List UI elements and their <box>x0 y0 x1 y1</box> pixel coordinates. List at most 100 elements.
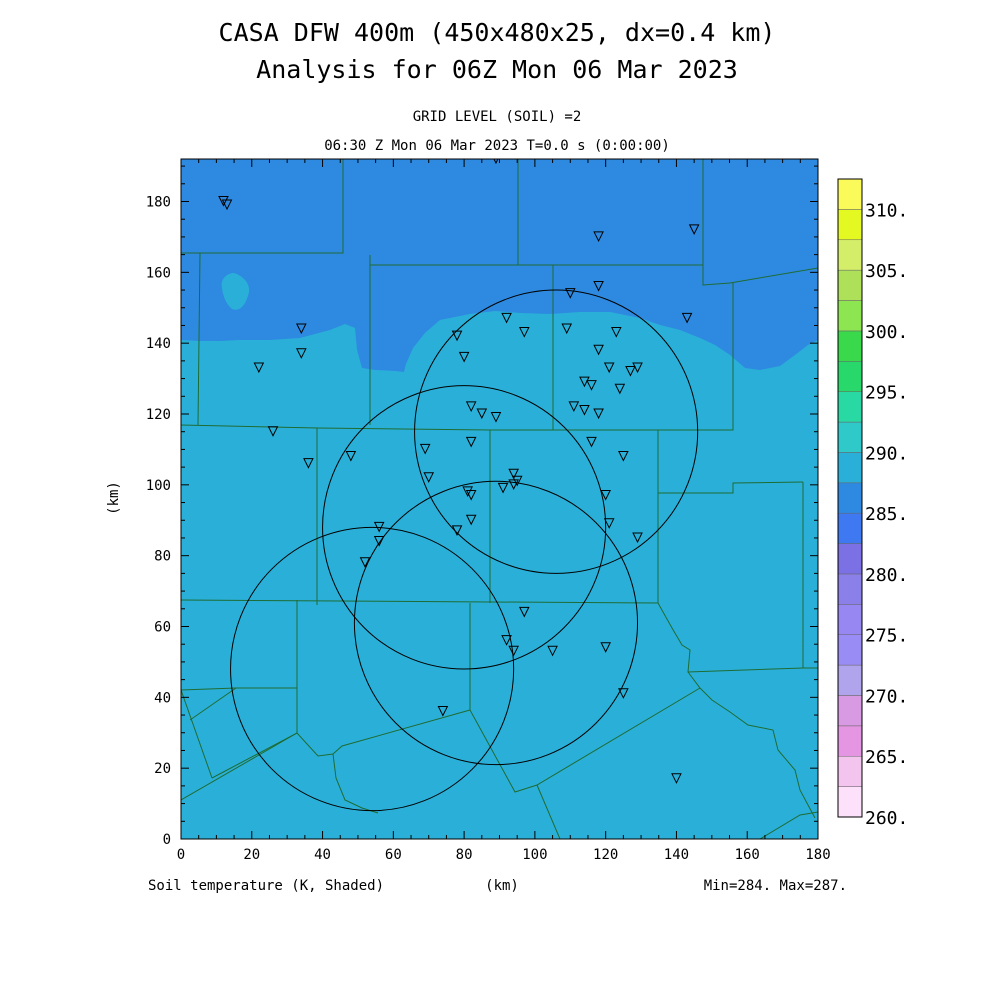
station-marker <box>603 362 615 374</box>
station-marker <box>501 635 512 646</box>
x-tick-label: 100 <box>522 847 547 863</box>
colorbar-label: 295. <box>865 383 908 404</box>
y-tick-label: 40 <box>154 690 171 706</box>
station-marker <box>345 451 357 462</box>
radar-circle-3 <box>353 480 639 766</box>
radar-coverage <box>230 289 699 812</box>
colorbar-swatch <box>837 543 863 575</box>
station-marker <box>618 688 629 699</box>
y-tick-label: 180 <box>146 195 171 211</box>
station-marker <box>681 312 693 324</box>
colorbar-swatch <box>837 269 863 301</box>
y-axis-label: (km) <box>106 481 122 515</box>
colorbar-swatch <box>837 512 863 544</box>
colorbar-swatch <box>837 452 863 484</box>
shading-pocket <box>221 273 250 310</box>
colorbar-swatch <box>837 330 863 362</box>
y-tick-label: 140 <box>146 336 171 352</box>
colorbar-swatch <box>837 725 863 757</box>
station-marker <box>508 645 519 657</box>
station-marker <box>458 351 470 363</box>
subtitle-time: 06:30 Z Mon 06 Mar 2023 T=0.0 s (0:00:00… <box>324 138 670 154</box>
station-marker <box>359 557 371 568</box>
colorbar-swatch <box>837 664 863 696</box>
colorbar-swatch <box>837 361 863 392</box>
station-marker <box>593 344 604 356</box>
colorbar-swatch <box>837 421 863 453</box>
station-marker <box>267 426 279 437</box>
station-marker <box>497 482 509 494</box>
station-marker <box>511 475 523 487</box>
y-tick-label: 160 <box>146 265 171 281</box>
x-tick-label: 120 <box>593 847 618 863</box>
station-marker <box>296 348 307 359</box>
colorbar-swatch <box>837 695 863 727</box>
station-markers <box>218 159 700 784</box>
station-marker <box>419 443 431 455</box>
y-axis: 0 20 40 60 80 100 120 140 160 180 <box>146 165 818 848</box>
colorbar-label: 275. <box>865 626 908 647</box>
station-marker <box>568 401 580 413</box>
station-marker <box>253 362 265 374</box>
station-marker <box>465 489 477 501</box>
station-marker <box>586 380 597 391</box>
x-tick-label: 180 <box>805 847 830 863</box>
colorbar-swatch <box>837 604 863 635</box>
x-tick-label: 40 <box>314 847 331 863</box>
colorbar-swatch <box>837 391 863 423</box>
station-marker <box>618 451 629 462</box>
station-marker <box>218 196 229 207</box>
colorbar-label: 300. <box>865 322 908 343</box>
footer-min-max: Min=284. Max=287. <box>704 878 847 894</box>
station-marker <box>600 642 611 653</box>
x-axis-label: (km) <box>485 878 519 894</box>
y-tick-label: 80 <box>154 549 171 565</box>
x-tick-label: 0 <box>177 847 185 863</box>
colorbar-swatch <box>837 300 863 332</box>
x-tick-label: 140 <box>664 847 689 863</box>
colorbar-swatch <box>837 573 863 605</box>
colorbar-label: 265. <box>865 747 908 768</box>
colorbar-label: 310. <box>865 200 908 221</box>
footer-variable: Soil temperature (K, Shaded) <box>148 878 384 894</box>
station-marker <box>437 706 449 717</box>
colorbar-swatch <box>837 786 863 818</box>
station-marker <box>518 327 530 338</box>
station-marker <box>451 330 463 342</box>
y-tick-label: 100 <box>146 478 171 494</box>
station-marker <box>603 518 615 529</box>
station-marker <box>518 606 530 618</box>
radar-circle-4 <box>230 526 515 812</box>
station-marker <box>476 408 488 420</box>
station-marker <box>625 366 636 377</box>
subtitle-grid-level: GRID LEVEL (SOIL) =2 <box>413 109 582 125</box>
y-tick-label: 0 <box>163 832 171 848</box>
colorbar-swatch <box>837 634 863 666</box>
colorbar-frame <box>837 178 863 818</box>
station-marker <box>610 327 622 338</box>
station-marker <box>632 362 643 374</box>
station-marker <box>303 458 314 469</box>
x-tick-label: 60 <box>385 847 402 863</box>
station-marker <box>593 281 604 292</box>
plot-area <box>181 159 818 839</box>
station-marker <box>593 231 604 243</box>
station-marker <box>586 436 597 448</box>
title-line-1: CASA DFW 400m (450x480x25, dx=0.4 km) <box>219 18 776 47</box>
radar-circle-1 <box>414 289 699 574</box>
station-marker <box>579 376 590 388</box>
station-marker <box>671 773 682 784</box>
radar-circle-2 <box>322 385 607 670</box>
station-marker <box>373 536 385 547</box>
station-marker <box>490 412 502 423</box>
station-marker <box>423 472 435 483</box>
colorbar-swatch <box>837 178 863 210</box>
colorbar-swatch <box>837 209 863 241</box>
station-marker <box>600 489 611 501</box>
station-marker <box>688 224 700 235</box>
x-tick-label: 80 <box>456 847 473 863</box>
colorbar-swatch <box>837 239 863 271</box>
station-marker <box>561 323 573 335</box>
x-tick-label: 160 <box>735 847 760 863</box>
